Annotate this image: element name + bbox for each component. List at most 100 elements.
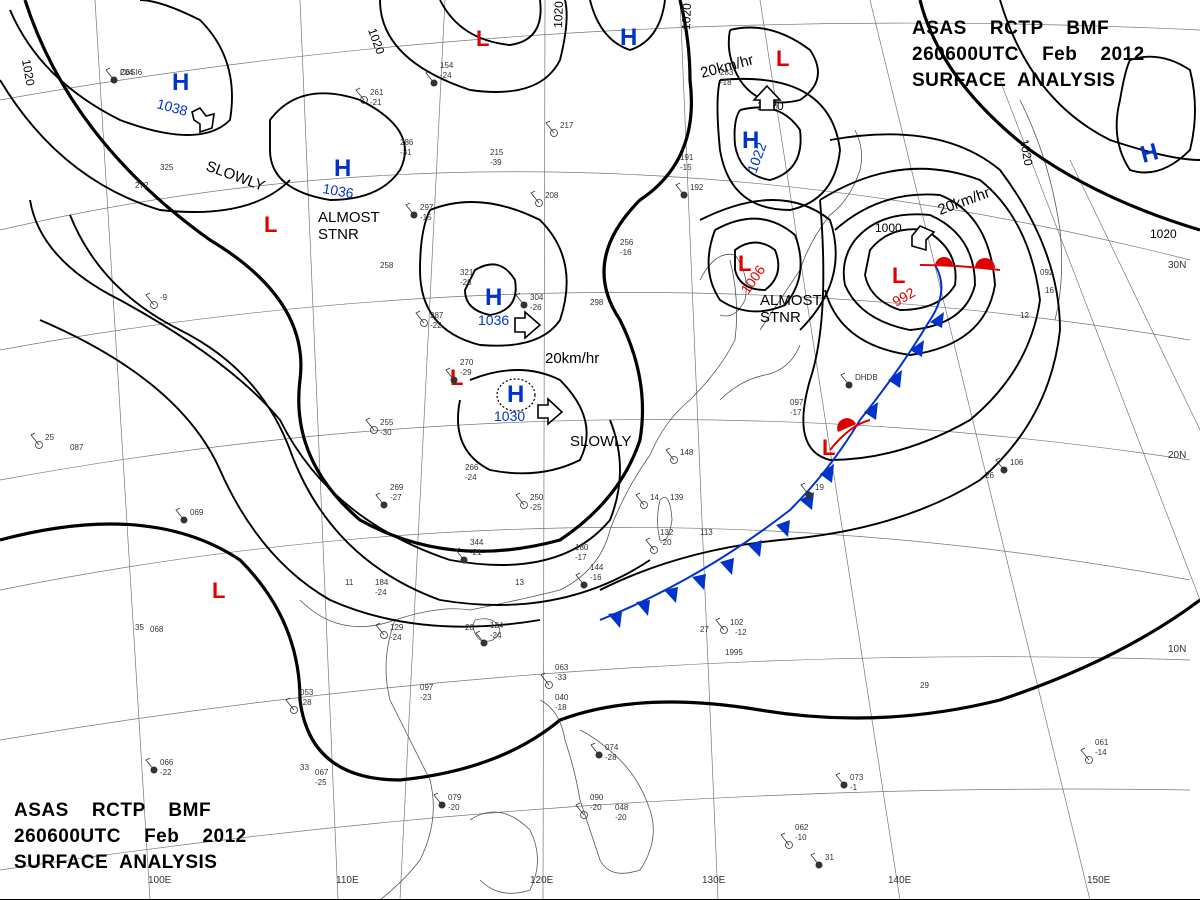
low-center-symbol: L xyxy=(264,212,277,237)
station-value: -27 xyxy=(390,493,402,502)
isobar-label: 1020 xyxy=(679,3,694,30)
station-value: 27 xyxy=(700,625,709,634)
high-center-symbol: H xyxy=(334,155,351,182)
wind-barb xyxy=(285,697,295,711)
station-value: 073 xyxy=(850,773,864,782)
station-value: -22 xyxy=(160,768,172,777)
grid-labels: 100E 110E 120E 130E 140E 150E 30N 20N 10… xyxy=(148,260,1186,886)
station-value: 286 xyxy=(400,138,414,147)
high-center-pressure: 1036 xyxy=(321,180,355,201)
wind-barb xyxy=(355,87,365,101)
station-value: 217 xyxy=(560,121,574,130)
occluded-front xyxy=(829,419,871,451)
wind-barb xyxy=(780,832,790,846)
isobar-label: 1020 xyxy=(1150,227,1177,241)
isobar-labels: 1020 1020 1020 1020 1020 1020 1000 1020 xyxy=(19,1,1177,241)
wind-barb xyxy=(575,802,585,816)
meridian-line xyxy=(399,0,446,899)
parallel-line xyxy=(0,656,1191,741)
station-value: 113 xyxy=(700,528,713,537)
motion-arrows xyxy=(191,84,936,426)
station-value: 092 xyxy=(1040,268,1054,277)
station-value: 258 xyxy=(380,261,394,270)
station-value: -10 xyxy=(795,833,807,842)
station-value: 325 xyxy=(160,163,174,172)
station-value: 067 xyxy=(315,768,329,777)
station-value: -26 xyxy=(530,303,542,312)
station-value: -24 xyxy=(375,588,387,597)
hainan-coast xyxy=(472,618,501,642)
lat-label: 10N xyxy=(1168,644,1186,655)
parallel-line xyxy=(0,171,1191,261)
station-marker xyxy=(550,129,558,137)
low-center-symbol: L xyxy=(776,46,789,71)
isobar-label: 1020 xyxy=(365,26,387,56)
coastlines xyxy=(299,99,1063,899)
isobar-1020 xyxy=(918,0,1200,232)
station-value: 102 xyxy=(730,618,744,627)
lon-label: 140E xyxy=(888,875,912,886)
isobar xyxy=(716,78,841,211)
wind-barb xyxy=(840,372,850,386)
station-value: -15 xyxy=(420,213,432,222)
philippines-coast xyxy=(539,699,654,874)
station-marker xyxy=(360,96,368,104)
meridian-line xyxy=(679,0,719,899)
warm-front xyxy=(919,264,1001,271)
wind-barb xyxy=(455,547,465,561)
wind-barb xyxy=(30,432,40,446)
station-marker xyxy=(35,441,43,449)
station-value: 097 xyxy=(420,683,434,692)
isobar xyxy=(269,92,406,201)
motion-arrow xyxy=(752,84,782,111)
station-value: 20 xyxy=(465,623,474,632)
front-triangle xyxy=(888,370,902,388)
wind-barb xyxy=(810,852,820,866)
wind-barb xyxy=(590,742,600,756)
station-value: 079 xyxy=(448,793,462,802)
meridian-line xyxy=(1069,159,1200,431)
isobar-1020 xyxy=(0,522,1200,782)
station-value: 062 xyxy=(795,823,809,832)
wind-barb xyxy=(635,492,645,506)
station-value: C6SI6 xyxy=(120,68,143,77)
station-value: 074 xyxy=(605,743,619,752)
isobar-label: 1020 xyxy=(1017,138,1035,167)
station-marker xyxy=(785,841,793,849)
wind-barb xyxy=(375,622,385,636)
front-triangle xyxy=(820,464,834,483)
wind-barb xyxy=(145,292,155,306)
station-value: -18 xyxy=(720,78,732,87)
motion-label: SLOWLY xyxy=(570,433,631,450)
isobar xyxy=(727,26,819,104)
station-value: 208 xyxy=(545,191,559,200)
wind-barb xyxy=(1080,747,1090,761)
station-value: -16 xyxy=(590,573,602,582)
station-value: -25 xyxy=(315,778,327,787)
station-value: 215 xyxy=(490,148,504,157)
station-value: 33 xyxy=(300,763,309,772)
station-marker xyxy=(535,199,543,207)
front-triangle xyxy=(864,402,878,420)
title-line-3: SURFACE ANALYSIS xyxy=(14,852,218,873)
lon-label: 100E xyxy=(148,875,172,886)
front-triangle xyxy=(748,540,762,557)
wind-barb xyxy=(540,672,550,686)
station-value: 255 xyxy=(380,418,394,427)
high-center-pressure: 1030 xyxy=(494,408,525,424)
parallel-line xyxy=(0,527,1191,591)
isobar xyxy=(589,0,666,52)
wind-barb xyxy=(835,772,845,786)
isobar xyxy=(699,199,837,331)
low-center-symbol: L xyxy=(822,435,835,460)
station-value: 068 xyxy=(150,625,164,634)
isobar-label: 1000 xyxy=(875,221,902,235)
station-value: -21 xyxy=(470,548,482,557)
front-triangle xyxy=(910,340,924,357)
station-value: DHDB xyxy=(855,373,878,382)
borneo-coast xyxy=(469,811,538,894)
motion-label: ALMOST STNR xyxy=(760,292,822,326)
warm-front-semicircles xyxy=(837,257,995,432)
station-value: 261 xyxy=(370,88,384,97)
